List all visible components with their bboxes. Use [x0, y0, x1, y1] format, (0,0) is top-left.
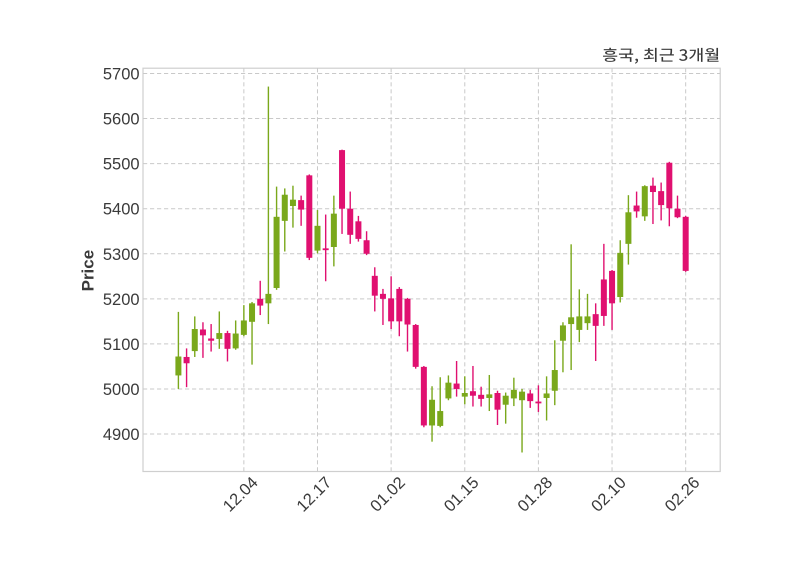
svg-text:5400: 5400 [103, 201, 140, 219]
svg-text:5600: 5600 [103, 111, 140, 129]
svg-text:Price: Price [79, 250, 98, 292]
svg-text:5300: 5300 [103, 246, 140, 264]
svg-text:5100: 5100 [103, 336, 140, 354]
svg-text:5500: 5500 [103, 156, 140, 174]
svg-text:4900: 4900 [103, 426, 140, 444]
svg-text:5700: 5700 [103, 66, 140, 84]
svg-text:5200: 5200 [103, 291, 140, 309]
svg-text:5000: 5000 [103, 381, 140, 399]
